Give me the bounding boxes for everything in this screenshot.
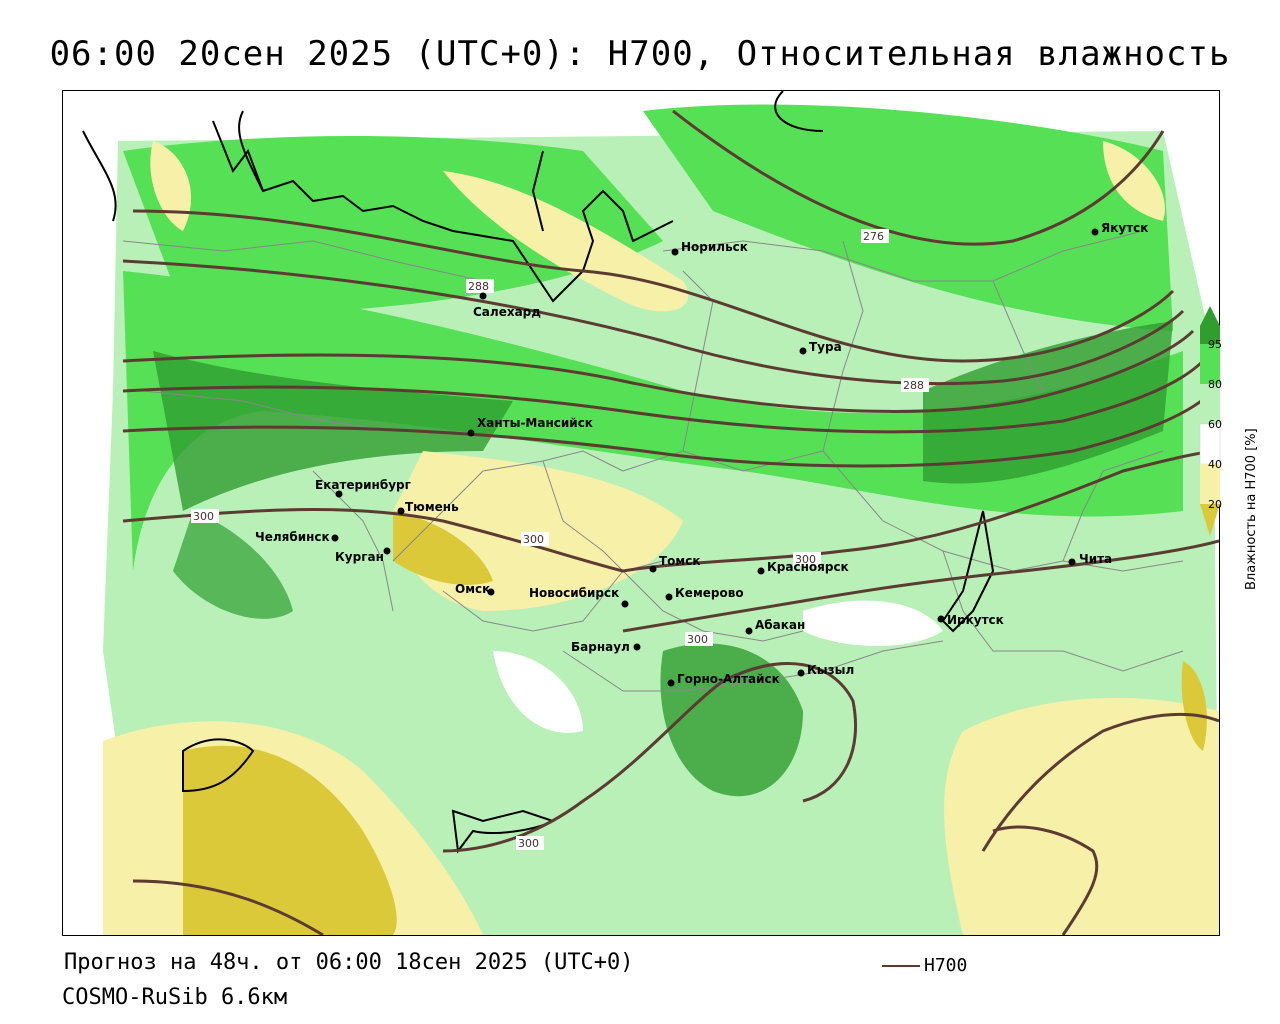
isoline-300f — [992, 825, 1099, 935]
city-barnaul: Барнаул — [571, 640, 641, 654]
svg-text:Курган: Курган — [335, 550, 384, 564]
svg-text:Салехард: Салехард — [473, 305, 541, 319]
svg-text:Горно-Алтайск: Горно-Алтайск — [677, 672, 780, 686]
isoline-300c — [442, 662, 858, 853]
isoline-label: 300 — [795, 553, 816, 566]
svg-text:Тюмень: Тюмень — [405, 500, 459, 514]
colorbar-tick: 40 — [1208, 458, 1222, 471]
city-gorno-altaysk: Горно-Алтайск — [667, 672, 780, 687]
city-norilsk: Норильск — [671, 240, 748, 256]
city-tomsk: Томск — [649, 554, 701, 573]
city-salekhard: Салехард — [473, 292, 541, 319]
isoline-label: 276 — [863, 230, 884, 243]
humidity-field — [103, 104, 1219, 935]
city-tyumen: Тюмень — [397, 500, 459, 515]
city-khanty-mansiysk: Ханты-Мансийск — [467, 416, 593, 437]
isoline-legend-swatch — [882, 964, 920, 967]
svg-text:Кемерово: Кемерово — [675, 586, 744, 600]
isoline-300a — [122, 449, 1219, 573]
svg-text:Барнаул: Барнаул — [571, 640, 630, 654]
colorbar-swatch-95 — [1200, 326, 1220, 344]
svg-text:Кызыл: Кызыл — [807, 663, 854, 677]
colorbar-swatch-20 — [1200, 464, 1220, 504]
isoline-north-2 — [132, 209, 1175, 363]
isoline-label: 300 — [193, 510, 214, 523]
humidity-map: 276 288 288 300 300 300 300 300 Якутск Н… — [62, 90, 1220, 936]
colorbar-tick: 95 — [1208, 338, 1222, 351]
city-krasnoyarsk: Красноярск — [757, 560, 849, 575]
isoline-3 — [122, 329, 1195, 413]
svg-text:Чита: Чита — [1079, 552, 1112, 566]
svg-text:Ханты-Мансийск: Ханты-Мансийск — [477, 416, 593, 430]
isoline-label: 300 — [518, 837, 539, 850]
isoline-300e — [132, 879, 324, 935]
city-yakutsk: Якутск — [1091, 221, 1148, 236]
isoline-288a — [122, 259, 1185, 386]
svg-text:Новосибирск: Новосибирск — [529, 586, 619, 600]
colorbar-tick: 20 — [1208, 498, 1222, 511]
h700-isolines — [122, 109, 1219, 935]
city-yekaterinburg: Екатеринбург — [315, 478, 411, 498]
city-chelyabinsk: Челябинск — [255, 530, 339, 544]
city-abakan: Абакан — [745, 618, 805, 635]
city-novosibirsk: Новосибирск — [529, 586, 629, 608]
isoline-5 — [122, 389, 1215, 468]
cities: Якутск Норильск Салехард Тура Ханты-Манс… — [255, 221, 1148, 687]
svg-text:Омск: Омск — [455, 582, 490, 596]
model-name: COSMO-RuSib 6.6км — [62, 985, 288, 1010]
colorbar-top-arrow — [1200, 306, 1220, 326]
isoline-300d — [981, 712, 1219, 852]
map-canvas: 276 288 288 300 300 300 300 300 Якутск Н… — [63, 91, 1219, 935]
svg-text:Норильск: Норильск — [681, 240, 748, 254]
isoline-label: 300 — [523, 533, 544, 546]
colorbar-svg: 95 80 60 40 20 — [1199, 306, 1222, 536]
coastlines — [82, 91, 995, 854]
svg-text:Иркутск: Иркутск — [947, 613, 1004, 627]
city-kemerovo: Кемерово — [665, 586, 744, 601]
city-chita: Чита — [1068, 552, 1112, 566]
svg-text:Якутск: Якутск — [1101, 221, 1148, 235]
city-omsk: Омск — [455, 582, 495, 596]
isoline-276 — [672, 109, 1165, 246]
isoline-label: 300 — [687, 633, 708, 646]
city-kurgan: Курган — [335, 547, 391, 564]
city-kyzyl: Кызыл — [797, 663, 854, 677]
colorbar-swatch-80 — [1200, 344, 1220, 384]
colorbar-bottom-arrow — [1200, 504, 1220, 536]
isoline-legend-label: H700 — [924, 955, 968, 976]
isoline-288b — [122, 359, 1205, 434]
svg-text:Челябинск: Челябинск — [255, 530, 330, 544]
isoline-300b — [622, 539, 1219, 633]
svg-text:Екатеринбург: Екатеринбург — [315, 478, 411, 492]
map-title: 06:00 20сен 2025 (UTC+0): H700, Относите… — [49, 34, 1231, 74]
colorbar: 95 80 60 40 20 — [1190, 300, 1280, 560]
city-irkutsk: Иркутск — [937, 613, 1004, 627]
svg-text:Абакан: Абакан — [755, 618, 805, 632]
isoline-label: 288 — [468, 280, 489, 293]
colorbar-title: Влажность на H700 [%] — [1244, 428, 1259, 590]
city-tura: Тура — [799, 340, 842, 355]
forecast-info: Прогноз на 48ч. от 06:00 18сен 2025 (UTC… — [64, 950, 634, 975]
svg-text:Томск: Томск — [659, 554, 701, 568]
svg-text:Красноярск: Красноярск — [767, 560, 849, 574]
colorbar-tick: 60 — [1208, 418, 1222, 431]
isoline-labels: 276 288 288 300 300 300 300 300 — [191, 229, 929, 850]
isoline-label: 288 — [903, 379, 924, 392]
colorbar-swatch-60 — [1200, 384, 1220, 424]
isoline-legend: H700 — [882, 955, 967, 976]
colorbar-tick: 80 — [1208, 378, 1222, 391]
svg-text:Тура: Тура — [809, 340, 842, 354]
